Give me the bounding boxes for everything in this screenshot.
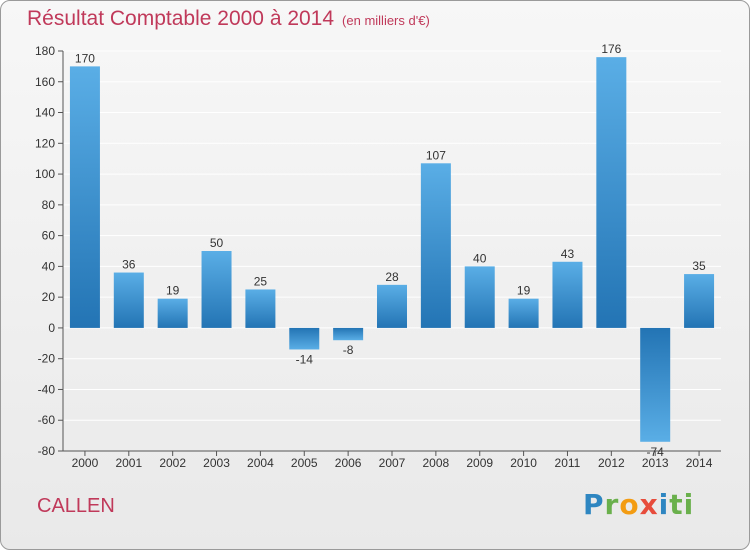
x-tick-label: 2001: [115, 456, 142, 470]
bar: [69, 66, 100, 328]
x-tick-label: 2000: [72, 456, 99, 470]
y-tick-label: 100: [35, 167, 55, 181]
data-label: -8: [343, 343, 354, 357]
data-label: 170: [75, 51, 95, 65]
y-tick-label: -80: [38, 444, 56, 458]
bar: [245, 289, 276, 328]
data-labels: 170 36 19 50 25 -14 -8 28 107 40 19 43 176 -74 35: [75, 42, 706, 459]
y-tick-label: -40: [38, 382, 56, 396]
bar: [508, 298, 539, 328]
logo-letter: r: [604, 488, 620, 521]
y-tick-label: 20: [42, 290, 56, 304]
title-unit: (en milliers d'€): [342, 13, 430, 28]
bar: [289, 327, 320, 350]
y-tick-label: 40: [42, 259, 56, 273]
bar: [640, 327, 671, 442]
data-label: 176: [601, 42, 621, 56]
x-tick-label: 2013: [642, 456, 669, 470]
x-tick-label: 2012: [598, 456, 625, 470]
y-tick-label: -60: [38, 413, 56, 427]
bar: [201, 251, 232, 328]
bar: [596, 57, 627, 328]
y-tick-label: 80: [42, 198, 56, 212]
bars: [69, 57, 715, 442]
data-label: 35: [692, 259, 706, 273]
bar: [684, 274, 715, 328]
x-tick-label: 2006: [335, 456, 362, 470]
axes: -80 -60 -40 -20 0 20 40 60 80 100 120 140 160 180 2000…: [35, 44, 721, 470]
x-tick-label: 2008: [423, 456, 450, 470]
y-tick-label: 60: [42, 229, 56, 243]
x-tick-label: 2004: [247, 456, 274, 470]
bar: [157, 298, 188, 328]
y-tick-label: -20: [38, 352, 56, 366]
data-label: 25: [254, 274, 268, 288]
data-label: 107: [426, 148, 446, 162]
data-label: 36: [122, 258, 136, 272]
y-tick-label: 180: [35, 44, 55, 58]
x-tick-label: 2011: [555, 456, 581, 470]
logo-letter: o: [619, 488, 640, 521]
logo-letter: ti: [669, 488, 695, 521]
y-tick-label: 160: [35, 75, 55, 89]
data-label: 40: [473, 251, 487, 265]
data-label: 28: [385, 270, 399, 284]
logo-letter: i: [658, 488, 670, 521]
bar: [377, 284, 407, 328]
y-tick-label: 0: [48, 321, 55, 335]
y-tick-label: 120: [35, 136, 55, 150]
proxiti-logo[interactable]: Proxiti: [583, 488, 694, 521]
x-tick-label: 2010: [510, 456, 537, 470]
x-tick-label: 2005: [291, 456, 318, 470]
x-tick-label: 2003: [203, 456, 230, 470]
commune-name: CALLEN: [37, 495, 115, 517]
x-tick-label: 2009: [466, 456, 493, 470]
logo-letter: x: [639, 488, 659, 521]
data-label: 43: [561, 247, 575, 261]
x-tick-label: 2014: [686, 456, 713, 470]
data-label: -74: [647, 445, 665, 459]
chart-title: Résultat Comptable 2000 à 2014 (en millie…: [27, 7, 430, 31]
bar: [552, 261, 583, 328]
x-tick-label: 2007: [379, 456, 406, 470]
y-tick-label: 140: [35, 106, 55, 120]
x-tick-label: 2002: [159, 456, 186, 470]
title-text: Résultat Comptable 2000 à 2014: [27, 7, 335, 30]
data-label: 19: [166, 284, 180, 298]
bar: [420, 163, 451, 328]
bar: [333, 327, 364, 341]
data-label: -14: [296, 352, 314, 366]
logo-letter: P: [583, 488, 605, 521]
bar: [464, 266, 495, 328]
bar: [113, 272, 144, 328]
data-label: 50: [210, 236, 224, 250]
data-label: 19: [517, 284, 531, 298]
